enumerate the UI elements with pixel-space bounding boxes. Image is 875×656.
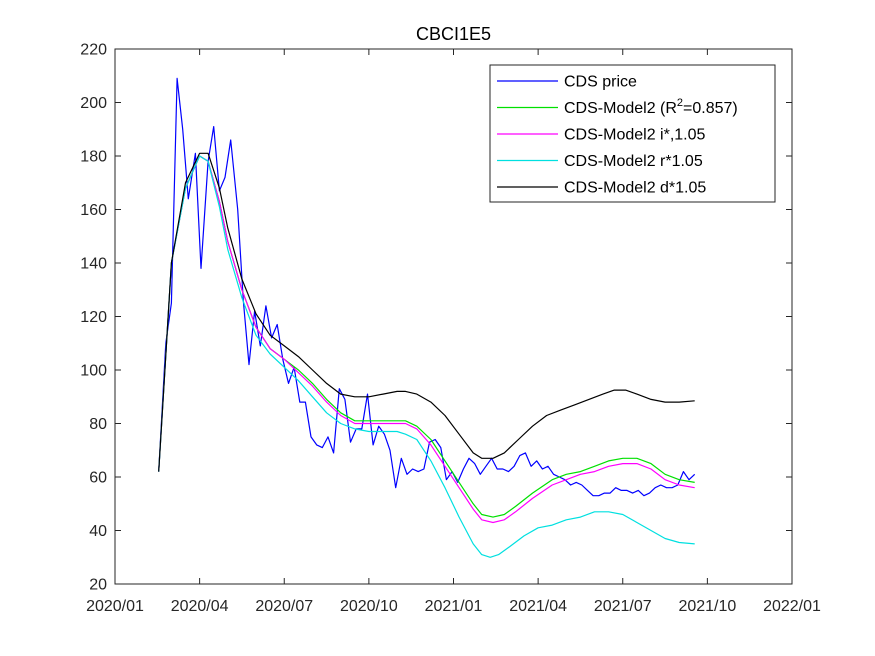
legend-label: CDS price (564, 74, 637, 91)
y-tick-label: 80 (89, 416, 107, 433)
x-tick-label: 2021/10 (678, 598, 736, 615)
legend-label: CDS-Model2 d*1.05 (564, 180, 706, 197)
x-tick-label: 2020/07 (255, 598, 313, 615)
x-tick-label: 2020/10 (340, 598, 398, 615)
y-tick-label: 140 (80, 256, 107, 273)
y-tick-label: 120 (80, 309, 107, 326)
y-tick-label: 20 (89, 577, 107, 594)
series-layer (158, 77, 696, 558)
chart-title: CBCI1E5 (416, 24, 491, 44)
y-tick-label: 100 (80, 363, 107, 380)
x-tick-label: 2020/01 (86, 598, 144, 615)
x-tick-label: 2021/04 (509, 598, 567, 615)
x-tick-label: 2021/07 (594, 598, 652, 615)
axes-layer: 20 40 60 80 100 120 140 160 180 200 220 2020/01 2020… (80, 42, 821, 616)
legend-label: CDS-Model2 i*,1.05 (564, 127, 706, 144)
y-tick-label: 60 (89, 470, 107, 487)
y-tick-label: 160 (80, 202, 107, 219)
legend: CDS price CDS-Model2 (R2=0.857) CDS-Model2… (489, 64, 776, 203)
series-line-3 (158, 155, 695, 524)
y-tick-label: 200 (80, 95, 107, 112)
series-line-1 (158, 77, 696, 497)
x-tick-label: 2021/01 (425, 598, 483, 615)
legend-label: CDS-Model2 r*1.05 (564, 153, 703, 170)
y-tick-label: 40 (89, 523, 107, 540)
y-tick-label: 220 (80, 42, 107, 59)
x-tick-label: 2022/01 (763, 598, 821, 615)
y-tick-label: 180 (80, 149, 107, 166)
series-line-5 (158, 152, 695, 472)
x-tick-label: 2020/04 (171, 598, 229, 615)
legend-label: CDS-Model2 (R2=0.857) (564, 97, 738, 117)
series-line-4 (158, 155, 695, 558)
